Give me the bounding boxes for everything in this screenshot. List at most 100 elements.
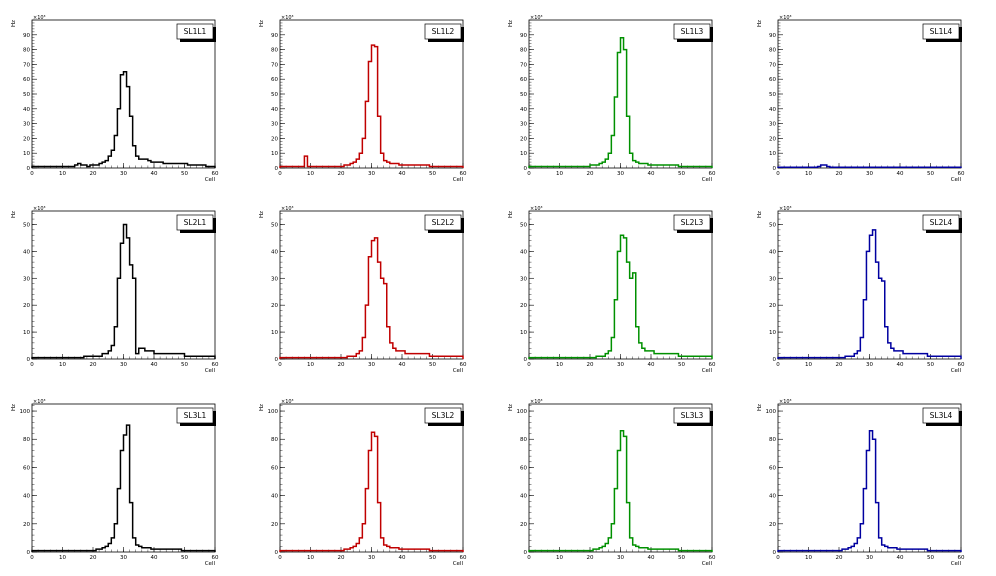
y-tick-label: 10 xyxy=(769,151,776,157)
y-tick-label: 40 xyxy=(271,494,278,500)
histogram-line xyxy=(528,234,713,359)
histogram-line xyxy=(279,431,464,552)
x-tick-label: 50 xyxy=(181,171,188,177)
x-tick-label: 10 xyxy=(59,555,66,561)
y-tick-label: 30 xyxy=(769,276,776,282)
chart-title: SL1L3 xyxy=(681,27,704,36)
y-tick-label: 60 xyxy=(23,465,30,471)
plot-frame xyxy=(528,403,713,553)
y-axis-label: Hz xyxy=(11,211,17,218)
chart-title: SL2L3 xyxy=(681,218,704,227)
y-tick-label: 0 xyxy=(275,166,279,172)
y-tick-label: 30 xyxy=(23,122,30,128)
x-tick-label: 20 xyxy=(90,555,97,561)
y-tick-label: 20 xyxy=(23,522,30,528)
plot-frame xyxy=(31,403,216,553)
x-tick-label: 60 xyxy=(212,555,219,561)
y-tick-label: 90 xyxy=(23,33,30,39)
y-tick-label: 70 xyxy=(769,62,776,68)
x-tick-label: 50 xyxy=(678,362,685,368)
y-tick-label: 60 xyxy=(769,77,776,83)
y-tick-label: 30 xyxy=(271,276,278,282)
x-tick-label: 60 xyxy=(212,362,219,368)
x-tick-label: 40 xyxy=(399,555,406,561)
y-tick-label: 50 xyxy=(520,92,527,98)
y-tick-label: 0 xyxy=(524,550,528,556)
x-tick-label: 10 xyxy=(307,171,314,177)
y-tick-label: 50 xyxy=(271,92,278,98)
plot-frame xyxy=(279,19,464,169)
y-axis-multiplier: ×10³ xyxy=(779,399,792,405)
y-axis-multiplier: ×10³ xyxy=(530,15,543,21)
x-axis-label: Cell xyxy=(453,177,464,183)
x-tick-label: 40 xyxy=(648,171,655,177)
chart-title: SL2L1 xyxy=(184,218,207,227)
x-tick-label: 20 xyxy=(587,555,594,561)
x-tick-label: 50 xyxy=(429,171,436,177)
y-tick-label: 70 xyxy=(23,62,30,68)
x-tick-label: 20 xyxy=(836,362,843,368)
title-box xyxy=(176,23,214,40)
y-axis-label: Hz xyxy=(757,211,763,218)
histogram-line xyxy=(31,71,216,168)
y-tick-label: 0 xyxy=(773,166,777,172)
x-axis-label: Cell xyxy=(453,561,464,567)
x-tick-label: 60 xyxy=(709,171,716,177)
x-tick-label: 20 xyxy=(90,171,97,177)
x-tick-label: 50 xyxy=(678,555,685,561)
chart-title: SL1L4 xyxy=(930,27,953,36)
x-tick-label: 50 xyxy=(429,362,436,368)
x-tick-label: 10 xyxy=(307,555,314,561)
y-tick-label: 30 xyxy=(520,122,527,128)
y-tick-label: 30 xyxy=(769,122,776,128)
x-tick-label: 50 xyxy=(927,362,934,368)
y-tick-label: 50 xyxy=(271,222,278,228)
histogram-line xyxy=(777,164,962,169)
histogram-line xyxy=(777,430,962,552)
x-tick-label: 30 xyxy=(120,362,127,368)
x-tick-label: 40 xyxy=(648,362,655,368)
x-tick-label: 20 xyxy=(338,555,345,561)
x-tick-label: 0 xyxy=(527,362,531,368)
x-tick-label: 0 xyxy=(30,171,34,177)
y-tick-label: 40 xyxy=(769,107,776,113)
histogram-line xyxy=(279,237,464,359)
x-tick-label: 30 xyxy=(120,171,127,177)
y-tick-label: 50 xyxy=(520,222,527,228)
y-tick-label: 100 xyxy=(517,409,528,415)
x-tick-label: 30 xyxy=(866,171,873,177)
y-tick-label: 60 xyxy=(520,465,527,471)
x-tick-label: 20 xyxy=(836,555,843,561)
x-tick-label: 20 xyxy=(338,362,345,368)
y-tick-label: 20 xyxy=(520,522,527,528)
y-axis-label: Hz xyxy=(508,404,514,411)
y-axis-label: Hz xyxy=(11,20,17,27)
y-tick-label: 60 xyxy=(23,77,30,83)
y-tick-label: 20 xyxy=(769,522,776,528)
x-tick-label: 10 xyxy=(59,171,66,177)
y-tick-label: 100 xyxy=(766,409,777,415)
y-tick-label: 30 xyxy=(23,276,30,282)
title-box xyxy=(424,407,462,424)
y-axis-label: Hz xyxy=(757,404,763,411)
x-tick-label: 10 xyxy=(805,362,812,368)
y-tick-label: 50 xyxy=(769,92,776,98)
chart-title: SL3L3 xyxy=(681,411,704,420)
x-tick-label: 60 xyxy=(958,555,965,561)
title-box xyxy=(176,214,214,231)
y-tick-label: 80 xyxy=(23,48,30,54)
histogram-line xyxy=(31,223,216,359)
x-tick-label: 10 xyxy=(307,362,314,368)
chart-title: SL2L2 xyxy=(432,218,455,227)
y-tick-label: 20 xyxy=(23,303,30,309)
x-tick-label: 60 xyxy=(212,171,219,177)
x-tick-label: 0 xyxy=(776,555,780,561)
x-tick-label: 20 xyxy=(836,171,843,177)
